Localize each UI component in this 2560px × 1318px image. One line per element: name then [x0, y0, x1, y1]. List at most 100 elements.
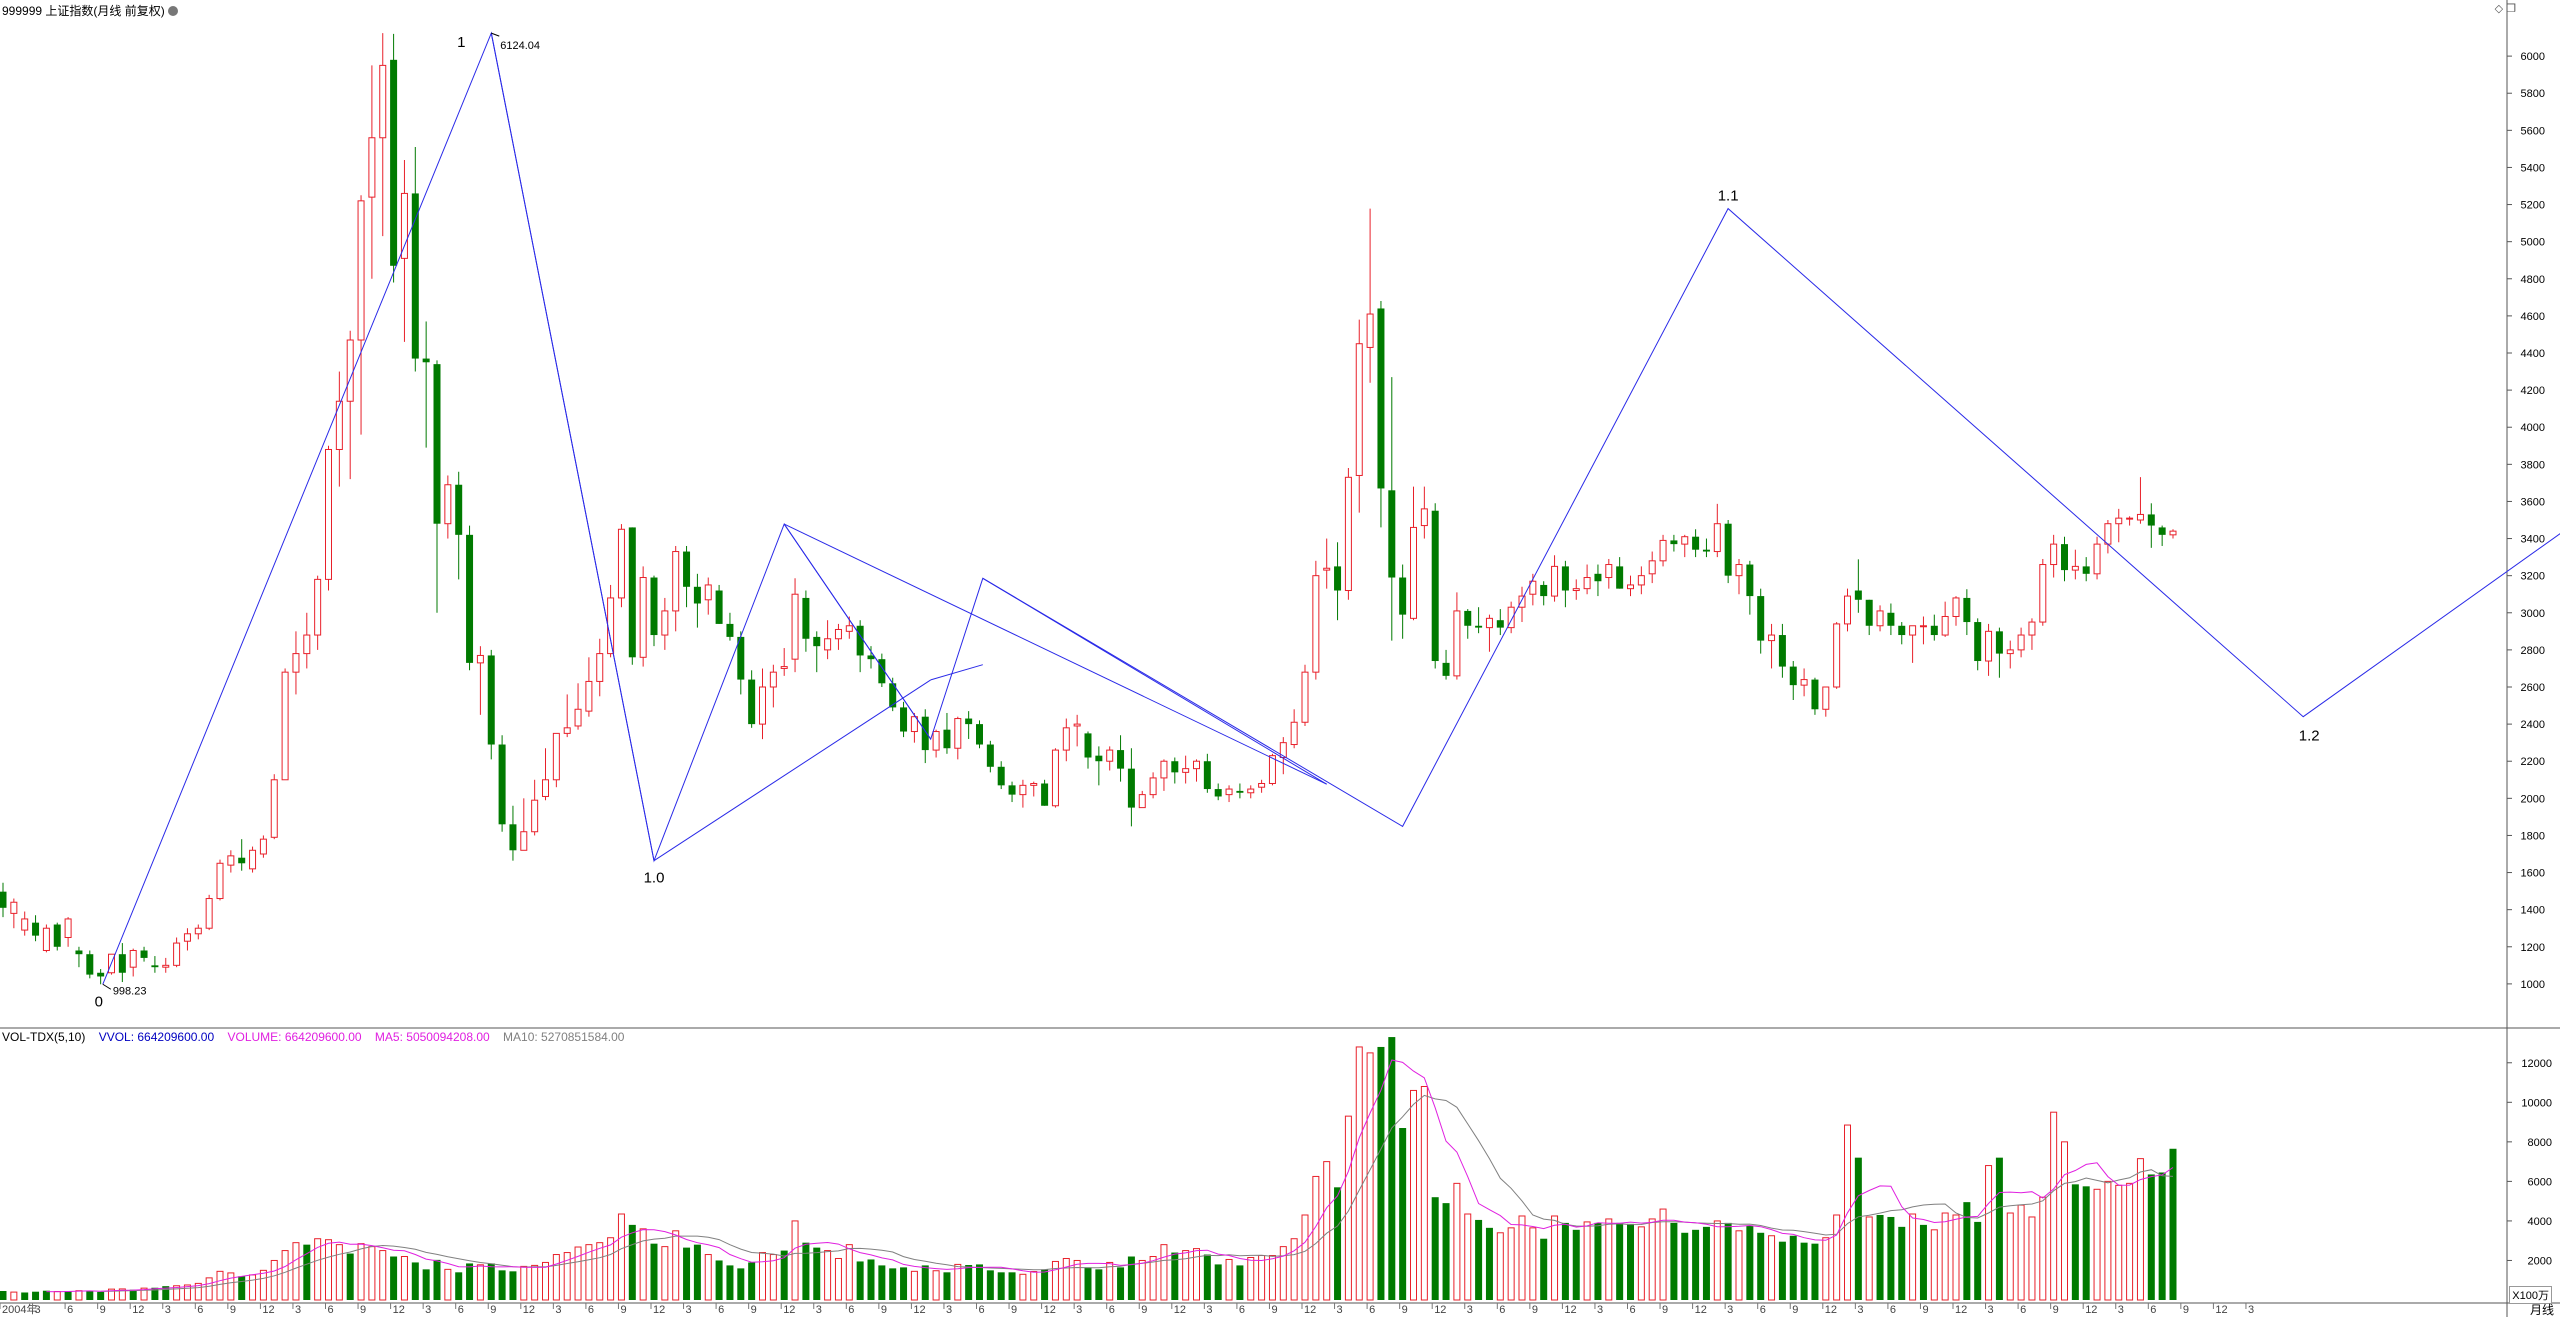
volume-bar	[173, 1285, 181, 1301]
price-tick-label: 4200	[2521, 385, 2545, 397]
candle	[1583, 564, 1591, 595]
candle	[704, 577, 712, 615]
candle	[1735, 558, 1743, 595]
candle	[596, 638, 604, 697]
candle-body	[1453, 610, 1461, 677]
volume-bar	[466, 1263, 474, 1300]
volume-bar	[1377, 1046, 1385, 1300]
settings-icon[interactable]	[167, 6, 178, 16]
time-tick-label: 3	[295, 1304, 301, 1316]
volume-bar	[205, 1277, 213, 1301]
volume-bar	[411, 1262, 419, 1300]
candle	[1334, 542, 1342, 621]
wave-label: 1.2	[2299, 728, 2320, 745]
chart-title: 999999 上证指数(月线 前复权)	[2, 2, 178, 19]
volume-bar	[1117, 1267, 1125, 1300]
candle-body	[639, 577, 647, 658]
volume-tick-label: 2000	[2528, 1255, 2552, 1267]
diamond-icon[interactable]: ◇	[2494, 3, 2504, 15]
time-tick-label: 12	[523, 1304, 535, 1316]
volume-bar	[1355, 1046, 1363, 1301]
volume-bar	[1692, 1229, 1700, 1300]
candle	[303, 612, 311, 669]
time-tick-label: 6	[979, 1304, 985, 1316]
volume-bar	[1627, 1223, 1634, 1300]
candle	[1724, 520, 1732, 584]
time-tick-label: 6	[197, 1304, 203, 1316]
wave-label: 1.1	[1718, 188, 1739, 205]
volume-bar	[1258, 1255, 1266, 1301]
candle-body	[1952, 597, 1960, 617]
price-tick-label: 6000	[2521, 51, 2545, 63]
candle-body	[1995, 631, 2003, 654]
candle	[552, 732, 560, 788]
volume-tick-label: 10000	[2521, 1097, 2552, 1109]
candle	[867, 646, 875, 669]
volume-bar	[118, 1288, 126, 1301]
volume-bar	[487, 1263, 495, 1300]
volume-bar	[1410, 1089, 1417, 1301]
time-tick-label: 9	[490, 1304, 496, 1316]
candle-body	[574, 708, 582, 727]
time-tick-label: 3	[35, 1304, 41, 1316]
volume-bar	[1475, 1219, 1483, 1300]
time-tick-label: 12	[1434, 1304, 1446, 1316]
candle-body	[759, 686, 766, 725]
candle-body	[1117, 750, 1125, 769]
volume-bar	[162, 1286, 170, 1300]
candle	[1062, 718, 1070, 762]
time-tick-label: 3	[686, 1304, 692, 1316]
period-label[interactable]: 月线	[2529, 1303, 2554, 1317]
candle-body	[780, 666, 788, 669]
volume-bar	[2136, 1158, 2144, 1301]
candle-body	[1800, 679, 1808, 686]
candle-body	[617, 528, 625, 599]
volume-bar	[390, 1256, 398, 1300]
candle	[1464, 609, 1472, 639]
candle-body	[433, 364, 441, 524]
volume-bar	[2158, 1172, 2166, 1300]
volume-bar	[1323, 1161, 1331, 1301]
restore-icon[interactable]: ❐	[2506, 3, 2516, 15]
candle	[1637, 566, 1645, 595]
candle	[314, 575, 322, 650]
wave-label: 0	[95, 993, 103, 1010]
wave-line	[653, 679, 931, 862]
low-value-label: 998.23	[113, 985, 147, 997]
candle-body	[1051, 749, 1059, 807]
volume-bar	[748, 1262, 756, 1300]
time-tick-label: 9	[1922, 1304, 1928, 1316]
volume-unit-label: X100万	[2509, 1286, 2552, 1304]
candle	[1876, 605, 1884, 632]
candle-body	[1605, 564, 1613, 579]
volume-bar	[325, 1239, 332, 1301]
ma10-value: MA10: 5270851584.00	[503, 1030, 625, 1044]
candle	[1410, 486, 1417, 621]
volume-bar	[1160, 1244, 1168, 1301]
candle-body	[1616, 566, 1624, 589]
candle-body	[921, 716, 929, 751]
candle-body	[1746, 564, 1754, 597]
time-tick-label: 3	[1076, 1304, 1082, 1316]
candle	[1171, 757, 1179, 784]
candle-body	[140, 950, 148, 958]
volume-bar	[552, 1254, 560, 1301]
time-tick-label: 9	[230, 1304, 236, 1316]
candle-body	[1312, 575, 1320, 673]
candle	[1290, 709, 1298, 749]
candle-body	[422, 358, 430, 363]
volume-bar	[1887, 1216, 1895, 1300]
price-tick-label: 1000	[2521, 979, 2545, 991]
candle-body	[1323, 567, 1331, 571]
candle-body	[2126, 517, 2134, 520]
candle-body	[2039, 564, 2047, 623]
candle	[791, 578, 799, 673]
candle	[813, 631, 821, 673]
candle-body	[1106, 749, 1114, 762]
candle-body	[1268, 755, 1276, 784]
volume-bar	[943, 1272, 951, 1300]
volume-bar	[617, 1213, 625, 1301]
candle-body	[2147, 514, 2155, 526]
candle-body	[1062, 727, 1070, 751]
